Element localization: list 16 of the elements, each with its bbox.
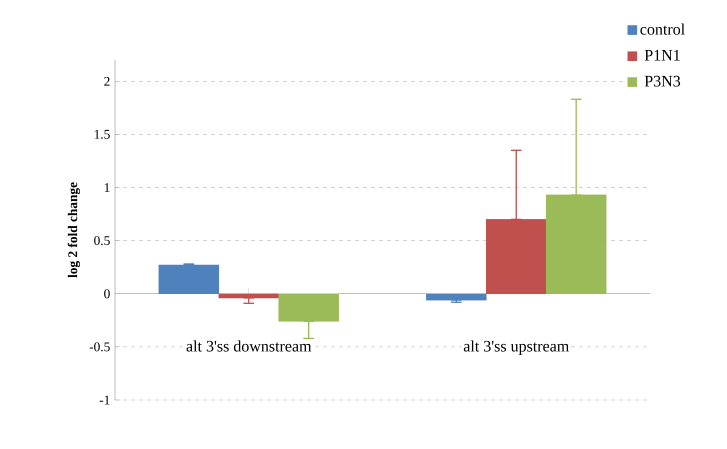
legend-label: P3N3 xyxy=(644,76,680,87)
y-tick-label: -1 xyxy=(100,396,110,404)
y-axis-title: log 2 fold change xyxy=(68,182,80,278)
bar xyxy=(426,293,487,300)
y-tick-label: 0.5 xyxy=(94,236,110,246)
bar xyxy=(218,293,279,298)
x-tick-label: alt 3'ss downstream xyxy=(186,340,312,352)
y-tick-label: -0.5 xyxy=(90,342,110,352)
y-tick-label: 0 xyxy=(104,289,110,298)
y-tick-label: 1.5 xyxy=(94,130,110,139)
x-tick-label: alt 3'ss upstream xyxy=(464,340,569,355)
legend-label: control xyxy=(640,23,685,35)
bar xyxy=(158,264,220,294)
y-tick-label: 2 xyxy=(104,76,110,86)
legend-label: P1N1 xyxy=(644,50,680,60)
y-tick-label: 1 xyxy=(104,183,110,192)
